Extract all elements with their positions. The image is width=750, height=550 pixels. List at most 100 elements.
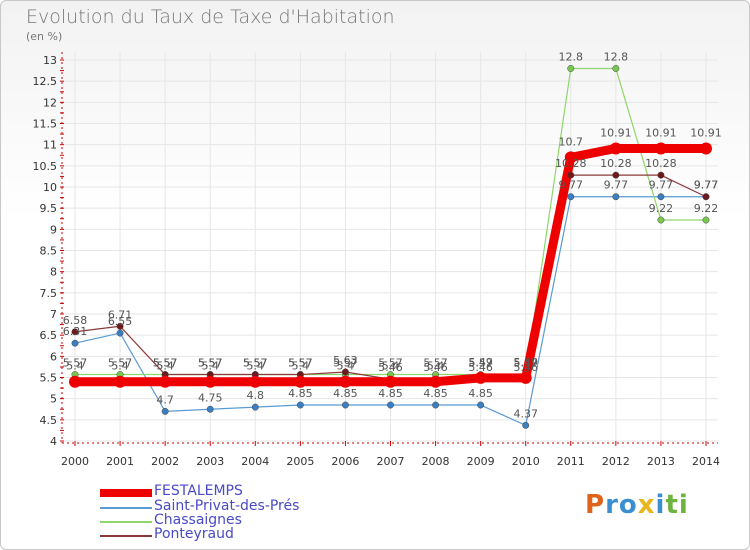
x-tick-label: 2007	[377, 455, 405, 468]
data-label-chassaignes: 9.22	[649, 202, 674, 215]
data-label-saint-privat-des-pr-s: 4.85	[333, 387, 358, 400]
data-label-saint-privat-des-pr-s: 9.77	[559, 179, 584, 192]
y-tick-label: 5	[50, 393, 57, 406]
data-label-ponteyraud: 6.58	[63, 314, 88, 327]
x-tick-label: 2009	[467, 455, 495, 468]
y-tick-label: 5.5	[40, 372, 58, 385]
data-point-ponteyraud	[567, 171, 575, 179]
data-point-festalemps	[294, 375, 307, 388]
data-point-festalemps	[159, 375, 172, 388]
x-tick-label: 2000	[61, 455, 89, 468]
data-label-saint-privat-des-pr-s: 4.85	[468, 387, 493, 400]
data-label-ponteyraud: 5.46	[378, 361, 403, 374]
data-label-saint-privat-des-pr-s: 6.55	[108, 315, 133, 328]
legend-swatch-chassaignes	[100, 521, 152, 523]
y-tick-label: 7.5	[40, 287, 58, 300]
y-tick-label: 4	[50, 435, 57, 448]
y-tick-label: 9	[50, 223, 57, 236]
data-point-saint-privat-des-pr-s	[206, 405, 214, 413]
legend-item-chassaignes: Chassaignes	[100, 512, 340, 529]
data-label-saint-privat-des-pr-s: 9.77	[604, 179, 629, 192]
data-point-festalemps	[519, 371, 532, 384]
y-tick-label: 13	[43, 54, 57, 67]
y-tick-label: 6.5	[40, 329, 58, 342]
data-point-chassaignes	[567, 65, 575, 72]
legend-label-ponteyraud: Ponteyraud	[154, 526, 234, 542]
data-label-festalemps: 5.49	[468, 356, 493, 369]
data-point-festalemps	[69, 375, 81, 388]
logo-letter: t	[665, 490, 679, 520]
data-label-chassaignes: 12.8	[604, 50, 629, 63]
logo-letter: o	[618, 490, 638, 520]
y-tick-label: 10	[43, 181, 57, 194]
data-label-festalemps: 10.91	[690, 126, 722, 139]
data-label-festalemps: 5.49	[513, 356, 538, 369]
logo-letter: i	[678, 490, 689, 520]
x-tick-label: 2005	[286, 455, 314, 468]
data-point-saint-privat-des-pr-s	[612, 193, 620, 201]
data-label-saint-privat-des-pr-s: 9.77	[649, 179, 674, 192]
y-tick-label: 8	[50, 266, 57, 279]
y-tick-label: 10.5	[33, 160, 58, 173]
data-point-ponteyraud	[116, 322, 124, 330]
data-point-ponteyraud	[341, 368, 349, 376]
legend-swatch-ponteyraud	[100, 535, 152, 537]
data-label-chassaignes: 5.57	[153, 357, 178, 370]
legend-swatch-saint-privat	[100, 507, 152, 509]
data-point-saint-privat-des-pr-s	[387, 401, 394, 409]
chart-title: Evolution du Taux de Taxe d'Habitation	[26, 6, 395, 28]
data-label-chassaignes: 5.57	[108, 357, 133, 370]
data-label-ponteyraud: 10.28	[645, 157, 677, 170]
data-label-ponteyraud: 5.46	[468, 361, 493, 374]
x-tick-label: 2004	[241, 455, 269, 468]
data-point-festalemps	[564, 151, 577, 164]
logo-letter: r	[605, 490, 619, 520]
data-label-festalemps: 5.4	[427, 360, 445, 373]
data-point-chassaignes	[657, 216, 665, 224]
data-label-ponteyraud: 10.28	[555, 157, 587, 170]
data-label-saint-privat-des-pr-s: 4.85	[288, 387, 313, 400]
y-tick-label: 11.5	[33, 118, 58, 131]
legend-item-festalemps: FESTALEMPS	[100, 483, 340, 500]
logo-letter: P	[585, 490, 606, 520]
x-tick-label: 2013	[647, 455, 675, 468]
data-label-festalemps: 5.4	[201, 360, 219, 373]
data-label-chassaignes: 5.57	[513, 357, 538, 370]
data-label-saint-privat-des-pr-s: 6.31	[63, 325, 88, 338]
data-label-chassaignes: 5.57	[288, 357, 313, 370]
data-point-festalemps	[204, 375, 217, 388]
data-label-festalemps: 5.4	[66, 360, 84, 373]
y-tick-label: 6	[50, 350, 57, 363]
data-point-ponteyraud	[71, 328, 79, 336]
data-point-saint-privat-des-pr-s	[522, 421, 530, 429]
legend-swatch-festalemps	[100, 489, 152, 497]
data-point-saint-privat-des-pr-s	[116, 329, 124, 337]
x-tick-label: 2010	[512, 455, 540, 468]
x-tick-label: 2012	[602, 455, 630, 468]
data-label-saint-privat-des-pr-s: 4.75	[198, 391, 223, 404]
data-label-chassaignes: 5.57	[198, 357, 223, 370]
data-point-festalemps	[700, 142, 712, 155]
data-point-saint-privat-des-pr-s	[251, 403, 259, 411]
data-point-saint-privat-des-pr-s	[657, 193, 665, 201]
data-label-ponteyraud: 5.57	[153, 357, 178, 370]
x-tick-label: 2002	[151, 455, 179, 468]
data-label-saint-privat-des-pr-s: 4.8	[247, 389, 265, 402]
data-label-festalemps: 5.4	[247, 360, 265, 373]
data-label-ponteyraud: 5.63	[333, 354, 358, 367]
data-label-chassaignes: 12.8	[559, 50, 584, 63]
data-label-festalemps: 5.4	[337, 360, 355, 373]
data-label-festalemps: 10.91	[600, 126, 632, 139]
data-point-festalemps	[384, 375, 397, 388]
data-label-ponteyraud: 5.46	[423, 361, 448, 374]
x-tick-label: 2001	[106, 455, 134, 468]
y-tick-label: 7	[50, 308, 57, 321]
data-label-chassaignes: 5.57	[63, 357, 88, 370]
data-point-ponteyraud	[657, 171, 665, 179]
data-point-festalemps	[474, 371, 487, 384]
data-point-saint-privat-des-pr-s	[432, 401, 440, 409]
y-tick-label: 12	[43, 96, 57, 109]
data-label-saint-privat-des-pr-s: 4.85	[423, 387, 448, 400]
